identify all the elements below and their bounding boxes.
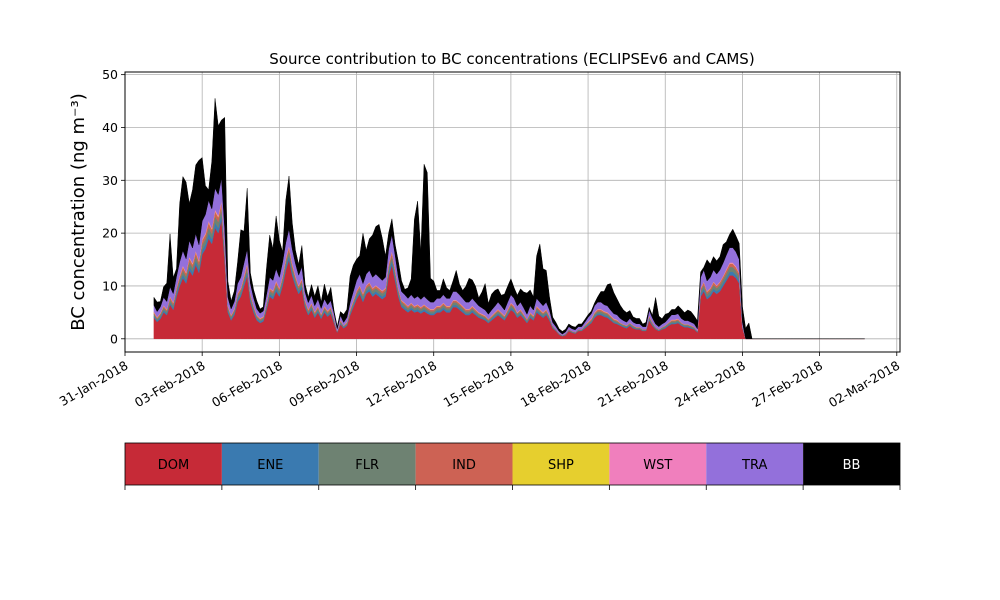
y-tick-label: 10 xyxy=(102,278,118,293)
legend-swatch-ene xyxy=(221,443,319,485)
x-tick-label: 21-Feb-2018 xyxy=(595,358,671,410)
legend-swatch-tra xyxy=(706,443,804,485)
legend-label-ene: ENE xyxy=(257,458,283,473)
y-tick-label: 40 xyxy=(102,120,118,135)
x-tick-label: 27-Feb-2018 xyxy=(749,358,825,410)
x-tick-label: 06-Feb-2018 xyxy=(209,358,285,410)
legend-swatch-bb xyxy=(803,443,900,485)
legend: DOM ENE FLR IND SHP WST TRA BB xyxy=(124,442,901,490)
y-axis-ticks: 0 10 20 30 40 50 xyxy=(102,67,125,346)
x-axis-ticks: 31-Jan-2018 03-Feb-2018 06-Feb-2018 09-Feb-… xyxy=(57,352,902,411)
x-tick-label: 09-Feb-2018 xyxy=(286,358,362,410)
y-tick-label: 30 xyxy=(102,173,118,188)
legend-label-shp: SHP xyxy=(548,458,574,473)
legend-label-bb: BB xyxy=(843,458,861,473)
x-tick-label: 18-Feb-2018 xyxy=(518,358,594,410)
legend-swatch-wst xyxy=(609,443,707,485)
x-tick-label: 12-Feb-2018 xyxy=(363,358,439,410)
legend-swatch-shp xyxy=(512,443,610,485)
stacked-areas xyxy=(153,98,865,340)
x-tick-label: 15-Feb-2018 xyxy=(441,358,517,410)
y-tick-label: 0 xyxy=(110,331,118,346)
area-series-bb xyxy=(153,98,865,340)
y-axis-label: BC concentration (ng m⁻³) xyxy=(68,93,89,331)
legend-label-flr: FLR xyxy=(355,458,379,473)
x-tick-label: 31-Jan-2018 xyxy=(57,358,131,409)
x-tick-label: 24-Feb-2018 xyxy=(672,358,748,410)
legend-label-wst: WST xyxy=(643,458,672,473)
legend-swatch-flr xyxy=(318,443,416,485)
y-tick-label: 20 xyxy=(102,226,118,241)
y-tick-label: 50 xyxy=(102,67,118,82)
legend-label-ind: IND xyxy=(452,458,476,473)
legend-label-tra: TRA xyxy=(741,458,767,473)
legend-label-dom: DOM xyxy=(158,458,189,473)
plot-frame xyxy=(124,71,901,353)
legend-swatch-ind xyxy=(415,443,513,485)
legend-swatch-dom xyxy=(125,443,222,485)
x-tick-label: 03-Feb-2018 xyxy=(132,358,208,410)
chart-title: Source contribution to BC concentrations… xyxy=(269,50,754,68)
x-tick-label: 02-Mar-2018 xyxy=(826,358,902,411)
